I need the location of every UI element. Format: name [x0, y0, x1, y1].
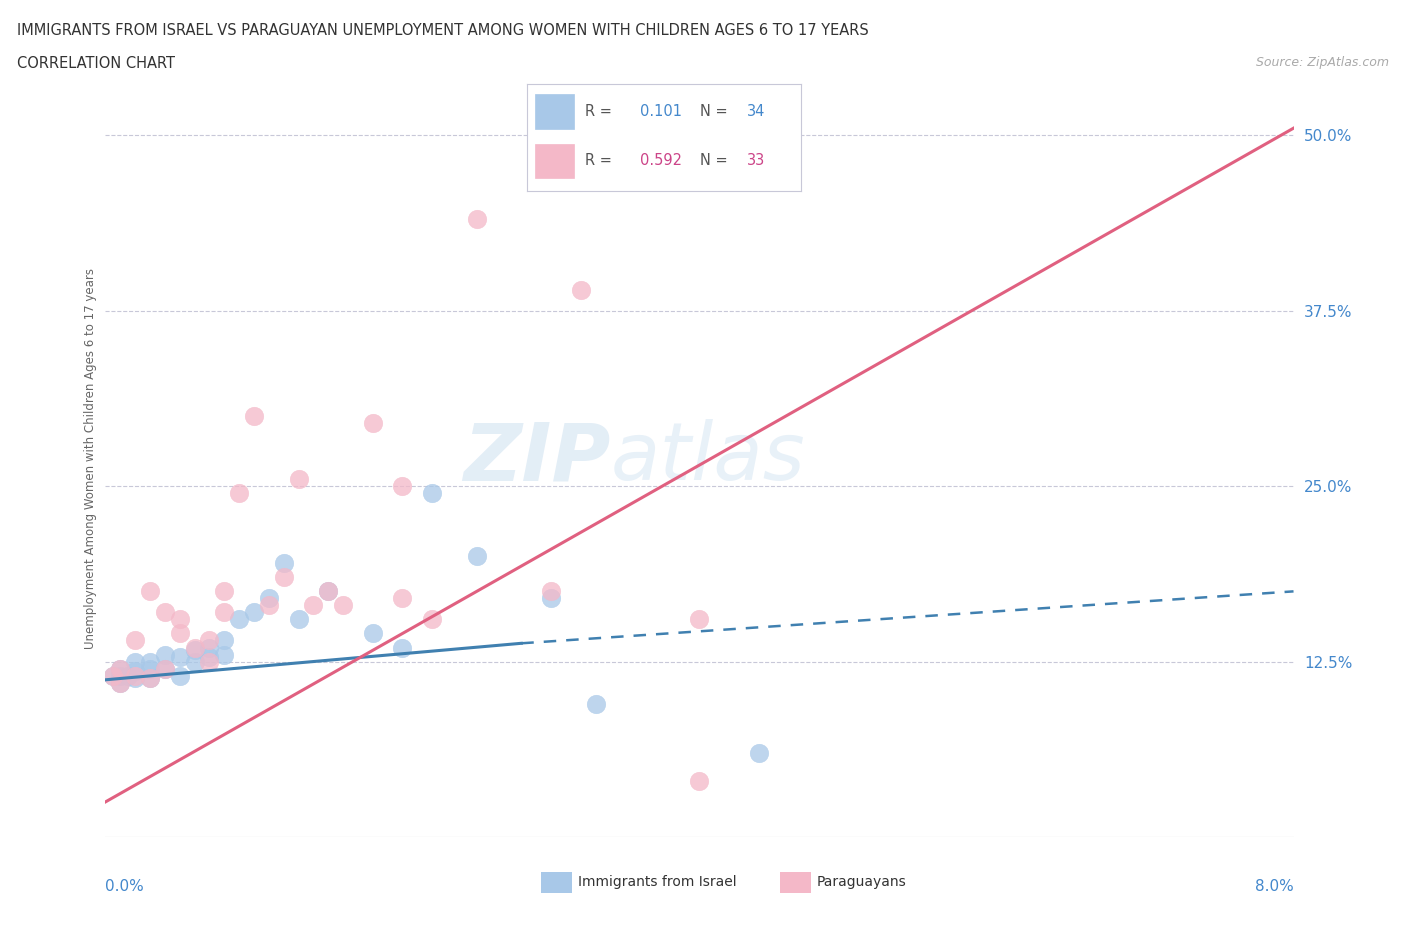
Text: 0.0%: 0.0%	[105, 879, 145, 894]
Text: 33: 33	[747, 153, 765, 168]
Text: 34: 34	[747, 104, 765, 119]
Text: Paraguayans: Paraguayans	[817, 874, 907, 889]
Point	[124, 671, 146, 685]
Point	[183, 640, 205, 655]
Y-axis label: Unemployment Among Women with Children Ages 6 to 17 years: Unemployment Among Women with Children A…	[84, 268, 97, 648]
Point	[748, 745, 770, 760]
Point	[243, 605, 266, 620]
Text: IMMIGRANTS FROM ISRAEL VS PARAGUAYAN UNEMPLOYMENT AMONG WOMEN WITH CHILDREN AGES: IMMIGRANTS FROM ISRAEL VS PARAGUAYAN UNE…	[17, 23, 869, 38]
Point	[198, 650, 221, 665]
Point	[198, 640, 221, 655]
Point	[391, 640, 413, 655]
Point	[465, 549, 488, 564]
Point	[361, 416, 384, 431]
Point	[273, 570, 295, 585]
Point	[540, 591, 562, 605]
Text: N =: N =	[700, 153, 733, 168]
Text: R =: R =	[585, 104, 616, 119]
Text: N =: N =	[700, 104, 733, 119]
Text: 0.101: 0.101	[640, 104, 682, 119]
Point	[689, 774, 711, 789]
Text: 0.592: 0.592	[640, 153, 682, 168]
Point	[124, 633, 146, 648]
Point	[214, 584, 236, 599]
Point	[183, 643, 205, 658]
Point	[257, 598, 280, 613]
Point	[110, 675, 132, 690]
Point	[391, 479, 413, 494]
Point	[139, 654, 162, 669]
FancyBboxPatch shape	[536, 95, 574, 128]
Text: CORRELATION CHART: CORRELATION CHART	[17, 56, 174, 71]
Point	[124, 654, 146, 669]
Text: Immigrants from Israel: Immigrants from Israel	[578, 874, 737, 889]
Text: Source: ZipAtlas.com: Source: ZipAtlas.com	[1256, 56, 1389, 69]
Point	[198, 654, 221, 669]
Point	[169, 612, 191, 627]
Point	[420, 485, 443, 500]
Point	[153, 647, 176, 662]
Point	[101, 668, 124, 683]
Point	[117, 668, 139, 683]
Text: R =: R =	[585, 153, 616, 168]
Point	[287, 612, 309, 627]
Point	[316, 584, 339, 599]
Point	[139, 671, 162, 685]
Point	[110, 668, 132, 683]
Point	[214, 647, 236, 662]
Point	[110, 661, 132, 676]
Point	[465, 212, 488, 227]
Point	[302, 598, 325, 613]
Point	[183, 654, 205, 669]
Text: atlas: atlas	[610, 419, 806, 497]
Point	[420, 612, 443, 627]
Point	[287, 472, 309, 486]
Point	[169, 650, 191, 665]
Point	[585, 697, 607, 711]
Point	[361, 626, 384, 641]
Text: 8.0%: 8.0%	[1254, 879, 1294, 894]
Point	[569, 282, 592, 297]
Point	[198, 633, 221, 648]
Point	[228, 485, 250, 500]
Point	[540, 584, 562, 599]
Point	[391, 591, 413, 605]
Point	[316, 584, 339, 599]
Point	[243, 408, 266, 423]
Point	[214, 605, 236, 620]
Point	[139, 661, 162, 676]
Point	[273, 556, 295, 571]
Point	[101, 668, 124, 683]
Point	[228, 612, 250, 627]
Point	[139, 584, 162, 599]
Point	[153, 605, 176, 620]
Point	[214, 633, 236, 648]
Point	[169, 668, 191, 683]
Point	[139, 671, 162, 685]
Point	[257, 591, 280, 605]
Point	[153, 661, 176, 676]
Point	[689, 612, 711, 627]
Point	[124, 664, 146, 679]
Point	[124, 668, 146, 683]
Point	[110, 661, 132, 676]
Point	[110, 675, 132, 690]
Point	[169, 626, 191, 641]
Text: ZIP: ZIP	[463, 419, 610, 497]
Point	[332, 598, 354, 613]
Point	[153, 661, 176, 676]
FancyBboxPatch shape	[536, 143, 574, 178]
